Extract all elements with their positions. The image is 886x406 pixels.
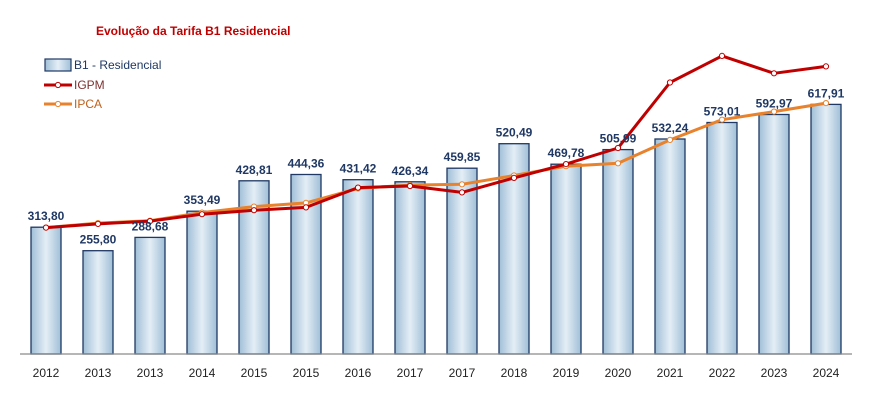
legend-label-bars: B1 - Residencial [74, 58, 161, 72]
x-tick-label-5: 2015 [293, 366, 320, 380]
legend-marker-igpm [54, 81, 62, 89]
data-label-10: 469,78 [548, 146, 585, 160]
x-tick-label-12: 2021 [657, 366, 684, 380]
bar-0 [30, 226, 62, 355]
legend-label-ipca: IPCA [74, 97, 102, 111]
bar-2 [134, 236, 166, 355]
x-tick-label-14: 2023 [761, 366, 788, 380]
data-label-12: 532,24 [652, 121, 689, 135]
bar-6 [342, 179, 374, 355]
data-label-14: 592,97 [756, 97, 793, 111]
x-tick-label-3: 2014 [189, 366, 216, 380]
igpm-point-15 [822, 63, 830, 70]
igpm-line [45, 54, 827, 230]
data-label-5: 444,36 [288, 157, 325, 171]
x-tick-label-7: 2017 [397, 366, 424, 380]
bar-1 [82, 250, 114, 355]
legend-swatch-bars [44, 58, 72, 72]
x-tick-label-10: 2019 [553, 366, 580, 380]
ipca-point-13 [718, 116, 726, 123]
line-series [42, 52, 830, 231]
data-label-0: 313,80 [28, 209, 65, 223]
data-label-13: 573,01 [704, 105, 741, 119]
data-label-9: 520,49 [496, 126, 533, 140]
bar-10 [550, 163, 582, 355]
igpm-point-6 [354, 184, 362, 191]
bar-14 [758, 113, 790, 355]
bar-13 [706, 121, 738, 355]
igpm-point-0 [42, 224, 50, 231]
x-tick-label-11: 2020 [605, 366, 632, 380]
bar-7 [394, 181, 426, 355]
data-label-4: 428,81 [236, 163, 273, 177]
bar-11 [602, 148, 634, 355]
bar-series [30, 103, 842, 355]
data-label-7: 426,34 [392, 164, 429, 178]
ipca-point-11 [614, 160, 622, 167]
igpm-point-8 [458, 189, 466, 196]
ipca-point-14 [770, 108, 778, 115]
x-tick-label-0: 2012 [33, 366, 60, 380]
igpm-point-4 [250, 207, 258, 214]
x-tick-label-9: 2018 [501, 366, 528, 380]
x-tick-label-2: 2013 [137, 366, 164, 380]
igpm-point-1 [94, 220, 102, 227]
data-labels: 313,80 255,80 288,68 353,49 428,81 444,36 431,… [28, 86, 845, 246]
bar-15 [810, 103, 842, 355]
ipca-point-12 [666, 136, 674, 143]
igpm-point-14 [770, 70, 778, 77]
igpm-point-2 [146, 218, 154, 225]
data-label-8: 459,85 [444, 150, 481, 164]
bar-3 [186, 210, 218, 355]
data-label-1: 255,80 [80, 233, 117, 247]
igpm-point-13 [718, 52, 726, 60]
ipca-point-15 [822, 100, 830, 107]
data-label-11: 505,99 [600, 132, 637, 146]
data-label-2: 288,68 [132, 219, 169, 233]
x-tick-label-8: 2017 [449, 366, 476, 380]
igpm-point-3 [198, 211, 206, 218]
legend-marker-ipca [54, 100, 62, 108]
bar-12 [654, 138, 686, 355]
chart-title: Evolução da Tarifa B1 Residencial [96, 24, 291, 38]
igpm-point-5 [302, 204, 310, 211]
igpm-point-12 [666, 79, 674, 86]
data-label-6: 431,42 [340, 162, 377, 176]
x-axis-ticks: 2012 2013 2013 2014 2015 2015 2016 2017 2017 2018… [33, 366, 840, 380]
x-tick-label-15: 2024 [813, 366, 840, 380]
x-tick-label-6: 2016 [345, 366, 372, 380]
legend-label-igpm: IGPM [74, 78, 105, 92]
data-label-3: 353,49 [184, 193, 221, 207]
igpm-point-10 [562, 161, 570, 168]
bar-8 [446, 167, 478, 355]
x-tick-label-13: 2022 [709, 366, 736, 380]
ipca-point-8 [458, 181, 466, 188]
igpm-point-9 [510, 174, 518, 181]
igpm-point-7 [406, 182, 414, 190]
data-label-15: 617,91 [808, 86, 845, 100]
igpm-point-11 [614, 144, 622, 152]
x-tick-label-1: 2013 [85, 366, 112, 380]
legend: B1 - Residencial IGPM IPCA [44, 58, 161, 111]
x-tick-label-4: 2015 [241, 366, 268, 380]
